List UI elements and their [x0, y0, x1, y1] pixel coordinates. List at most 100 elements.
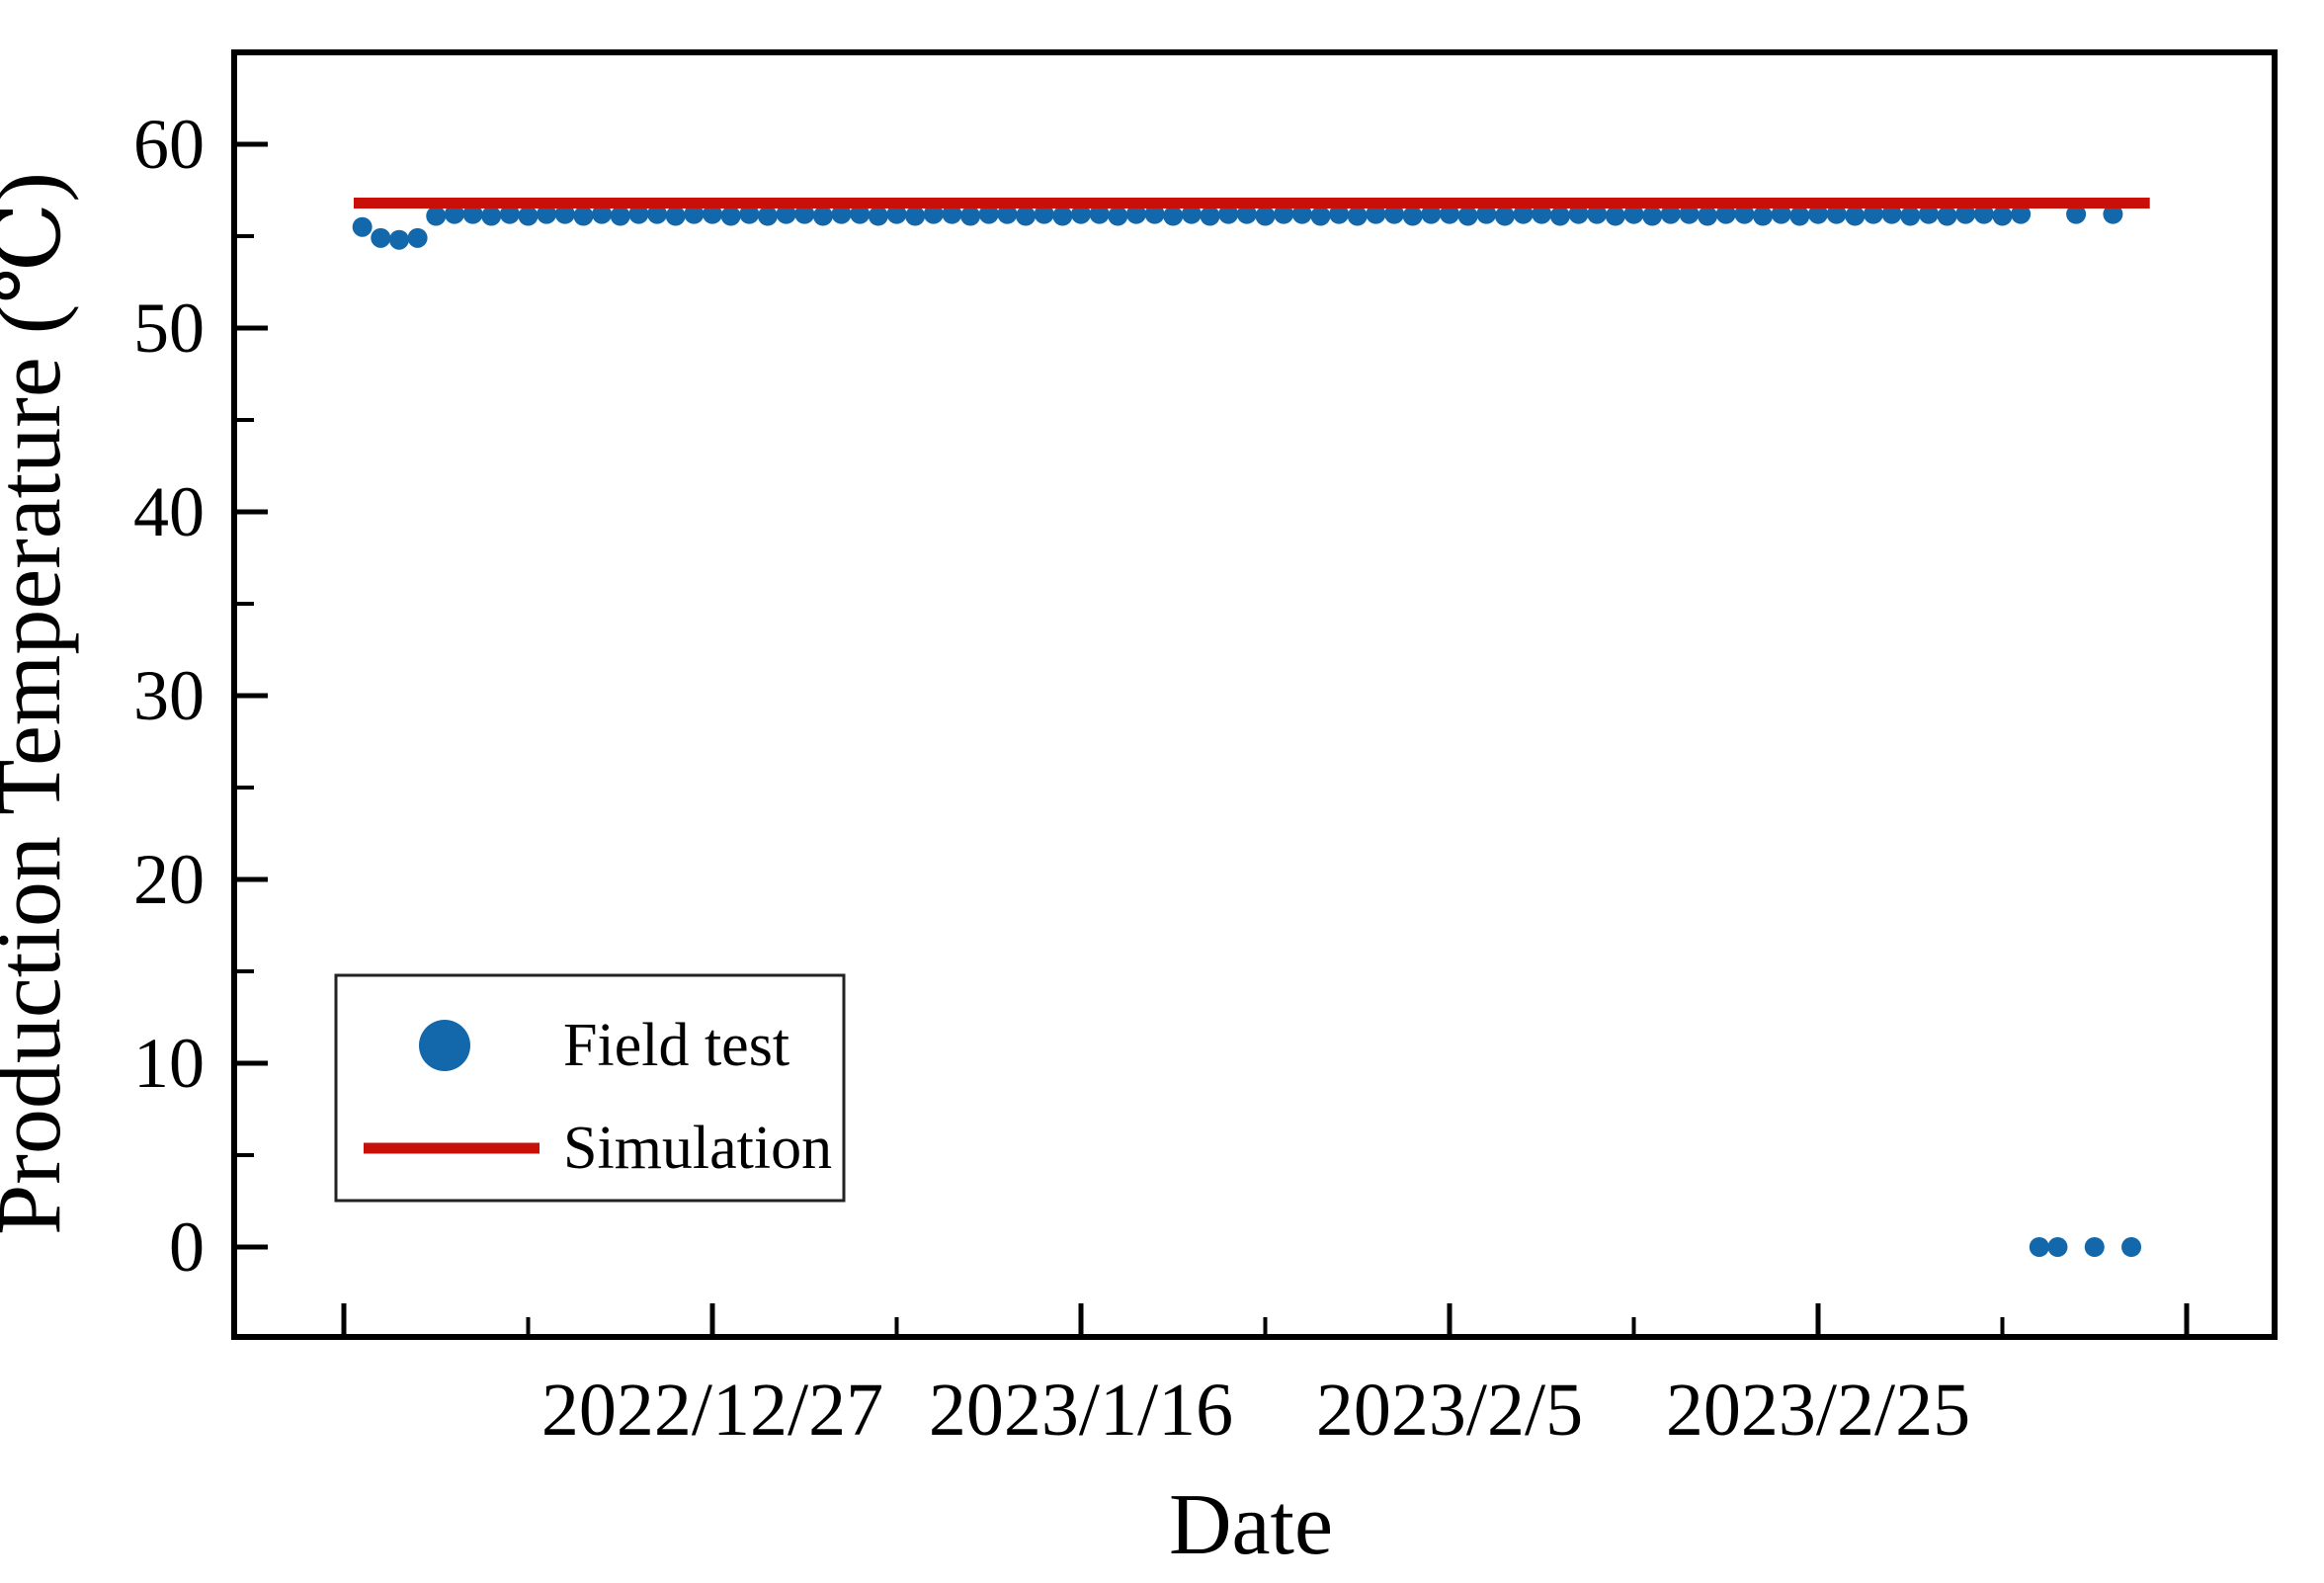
field-test-point: [1973, 204, 1994, 224]
field-test-point: [1660, 204, 1681, 224]
plot-content: 2022/12/27 2023/1/16 2023/2/5 2023/2/25 0 10 2…: [133, 105, 2190, 1452]
field-test-point: [1108, 206, 1128, 226]
field-test-point: [407, 227, 428, 248]
field-test-point: [1881, 204, 1902, 224]
field-test-point: [794, 204, 815, 224]
field-test-point: [628, 204, 649, 224]
legend-field-test-marker-icon: [419, 1020, 470, 1071]
field-test-point: [2084, 1237, 2105, 1257]
legend-label-simulation: Simulation: [563, 1115, 832, 1182]
field-test-point: [1310, 206, 1331, 226]
field-test-point: [1826, 204, 1847, 224]
field-test-point: [2029, 1237, 2049, 1257]
field-test-point: [1236, 204, 1257, 224]
y-tick-label: 0: [169, 1208, 205, 1287]
field-test-point: [2121, 1237, 2142, 1257]
field-test-point: [1605, 206, 1625, 226]
x-tick-label: 2023/2/5: [1316, 1369, 1583, 1452]
field-test-point: [592, 204, 613, 224]
legend-box: [334, 973, 846, 1203]
field-test-point: [1071, 204, 1091, 224]
field-test-point: [1052, 206, 1073, 226]
field-test-point: [1698, 206, 1718, 226]
field-test-point: [1789, 206, 1810, 226]
field-test-point: [518, 206, 539, 226]
field-test-point: [1402, 206, 1423, 226]
field-test-point: [352, 216, 373, 237]
field-test-point: [573, 206, 594, 226]
field-test-point: [554, 204, 575, 224]
field-test-point: [1900, 206, 1921, 226]
field-test-point: [1918, 204, 1939, 224]
y-tick-label: 20: [133, 840, 205, 919]
field-test-point: [942, 204, 962, 224]
field-test-point: [739, 204, 760, 224]
field-test-point: [2047, 1237, 2068, 1257]
field-test-point: [1476, 204, 1497, 224]
field-test-point: [1384, 204, 1405, 224]
field-test-point: [1715, 204, 1736, 224]
field-test-point: [371, 227, 391, 248]
field-test-point: [1218, 204, 1239, 224]
field-test-point: [1421, 204, 1442, 224]
field-test-point: [960, 206, 981, 226]
field-test-point: [1937, 206, 1957, 226]
x-tick-label: 2022/12/27: [541, 1369, 883, 1452]
field-test-point: [1753, 206, 1774, 226]
field-test-point: [1200, 206, 1220, 226]
field-test-point: [1532, 204, 1552, 224]
field-test-point: [1125, 204, 1146, 224]
field-test-point: [1144, 204, 1165, 224]
field-test-point: [1440, 204, 1459, 224]
field-test-point: [2011, 204, 2032, 224]
y-tick-label: 50: [133, 289, 205, 368]
field-test-point: [776, 204, 796, 224]
y-tick-label: 30: [133, 656, 205, 735]
field-test-point: [610, 206, 630, 226]
legend-label-field-test: Field test: [563, 1012, 789, 1079]
field-test-point: [868, 206, 888, 226]
field-test-point: [1623, 204, 1644, 224]
field-test-point: [1568, 204, 1589, 224]
x-tick-label: 2023/1/16: [929, 1369, 1233, 1452]
field-test-point: [905, 206, 926, 226]
y-tick-label: 10: [133, 1024, 205, 1103]
field-test-point: [1734, 204, 1755, 224]
field-test-point: [1513, 204, 1534, 224]
field-test-point: [481, 206, 502, 226]
field-test-point: [1587, 204, 1608, 224]
field-test-point: [1181, 204, 1202, 224]
field-test-point: [1549, 206, 1570, 226]
field-test-point: [1255, 206, 1276, 226]
field-test-point: [1274, 204, 1294, 224]
field-test-point: [1642, 206, 1663, 226]
field-test-point: [850, 204, 871, 224]
field-test-point: [1863, 204, 1883, 224]
x-tick-label: 2023/2/25: [1666, 1369, 1970, 1452]
field-test-point: [886, 204, 907, 224]
field-test-point: [923, 204, 944, 224]
field-test-point: [1679, 204, 1700, 224]
field-test-point: [720, 206, 741, 226]
field-test-point: [831, 204, 852, 224]
field-test-point: [1034, 204, 1054, 224]
field-test-point: [499, 204, 520, 224]
field-test-point: [1089, 204, 1110, 224]
field-test-point: [1955, 204, 1976, 224]
field-test-point: [462, 204, 483, 224]
field-test-point: [978, 204, 999, 224]
field-test-point: [812, 206, 833, 226]
x-axis-title: Date: [1169, 1477, 1333, 1573]
field-test-point: [1494, 206, 1515, 226]
field-test-point: [1163, 206, 1184, 226]
field-test-point: [1771, 204, 1791, 224]
field-test-point: [665, 206, 686, 226]
field-test-point: [426, 206, 447, 226]
field-test-point: [703, 204, 722, 224]
field-test-point: [537, 204, 557, 224]
field-test-point: [1992, 206, 2013, 226]
field-test-point: [1291, 204, 1312, 224]
field-test-point: [1845, 206, 1866, 226]
field-test-point: [1808, 204, 1828, 224]
